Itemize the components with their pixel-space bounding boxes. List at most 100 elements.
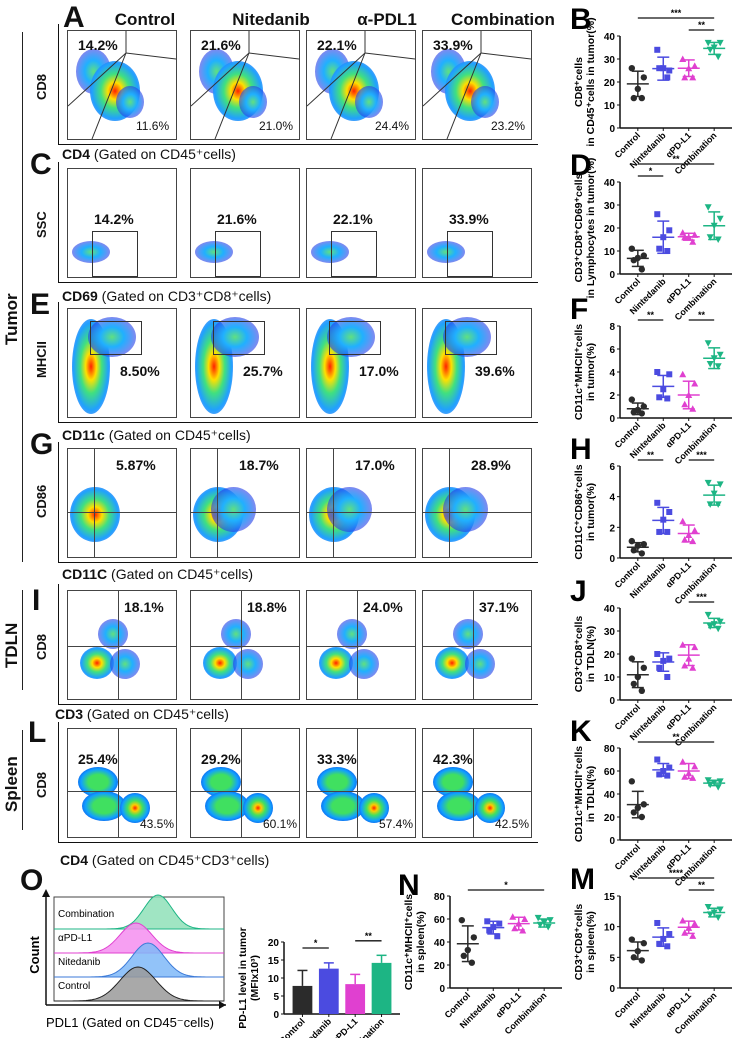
plot-a-3-cd4-cluster xyxy=(471,86,499,118)
plot-l-3-quadrant-h xyxy=(423,791,531,792)
chart-k-ytick-label: 80 xyxy=(604,744,616,755)
point-m-2 xyxy=(689,932,697,939)
point-d-3 xyxy=(716,215,724,223)
plot-e-0-gate xyxy=(90,321,142,355)
chart-j-ylabel: CD3⁺CD8⁺cells xyxy=(573,616,585,693)
chart-d-ylabel: CD3⁺CD8⁺CD69⁺cells xyxy=(573,173,585,282)
point-m-3 xyxy=(704,904,712,911)
tumor-bracket-line xyxy=(22,32,23,562)
point-f-2 xyxy=(681,400,689,408)
chart-k-ytick-label: 40 xyxy=(604,790,616,801)
point-m-2 xyxy=(681,929,689,936)
chart-o-bar-ytick-label: 0 xyxy=(273,1010,279,1021)
column-header-nitedanib: Nitedanib xyxy=(232,10,310,29)
plot-g-0-quadrant-v xyxy=(94,449,95,557)
point-h-2 xyxy=(689,537,697,545)
chart-h-ytick-label: 6 xyxy=(609,462,615,473)
panel-letter-g: G xyxy=(30,428,54,461)
chart-j-ytick-label: 20 xyxy=(604,650,616,661)
chart-n-letter: N xyxy=(398,869,420,902)
point-h-2 xyxy=(681,536,689,543)
point-k-0 xyxy=(628,778,636,785)
plot-i-1-quadrant-v xyxy=(241,591,242,699)
chart-o-bar-ylabel: PD-L1 level in tumor xyxy=(237,927,249,1029)
point-n-2 xyxy=(521,915,529,922)
chart-f-ytick-label: 2 xyxy=(609,391,615,402)
row-title-i-header: CD11C (Gated on CD45⁺cells) xyxy=(62,566,253,583)
tissue-label-tumor: Tumor xyxy=(2,293,21,345)
plot-g-2-cd86-high xyxy=(327,487,372,532)
plot-a-1-cd4-cluster xyxy=(239,86,267,118)
plot-g-3-cd86-high xyxy=(443,487,488,532)
plot-c-1-population xyxy=(195,241,233,263)
plot-l-2: 33.3% 57.4% xyxy=(306,728,416,838)
chart-m-ytick-label: 15 xyxy=(604,892,616,903)
row-title-l: CD3 (Gated on CD45⁺cells) xyxy=(55,706,229,723)
plot-l-1-cd4-cluster xyxy=(243,793,273,823)
plot-g-1-quadrant-h xyxy=(191,512,299,513)
chart-n-ytick-label: 60 xyxy=(434,915,446,926)
row-title-l-gate: (Gated on CD45⁺cells) xyxy=(83,706,229,722)
chart-f-ytick-label: 6 xyxy=(609,345,615,356)
chart-b-ytick-label: 0 xyxy=(609,124,615,135)
point-d-1 xyxy=(656,245,663,252)
panel-letter-i: I xyxy=(32,584,41,617)
chart-b-ytick-label: 40 xyxy=(604,32,616,43)
plot-a-3-upper-pct: 33.9% xyxy=(433,37,473,53)
point-f-3 xyxy=(714,363,722,370)
chart-h-ytick-label: 4 xyxy=(609,493,615,504)
point-j-1 xyxy=(656,664,663,671)
point-k-2 xyxy=(691,762,699,770)
point-j-1 xyxy=(666,655,673,662)
chart-b-ylabel: in CD45⁺cells in tumor(%) xyxy=(585,17,597,146)
point-h-1 xyxy=(656,528,663,535)
plot-l-3-lower-pct: 42.5% xyxy=(495,817,530,831)
plot-a-1-gates xyxy=(191,31,299,139)
point-m-0 xyxy=(640,940,648,947)
plot-l-1-quadrant-h xyxy=(191,791,299,792)
plot-c-1-pct: 21.6% xyxy=(217,211,257,227)
chart-k-ylabel: in TDLN(%) xyxy=(585,766,597,823)
plot-l-1-lower-pct: 60.1% xyxy=(263,817,298,831)
plot-a-1-lower-pct: 21.0% xyxy=(259,119,294,133)
plot-l-2-upper-pct: 33.3% xyxy=(317,751,357,767)
point-d-0 xyxy=(640,252,648,259)
chart-n-ytick-label: 20 xyxy=(434,961,446,972)
plot-e-3: 39.6% xyxy=(422,308,532,418)
panel-letter-l: L xyxy=(28,716,47,749)
row-l-y-axis xyxy=(58,722,59,842)
point-d-3 xyxy=(704,204,712,211)
point-k-0 xyxy=(630,809,638,816)
chart-o-bar-ylabel: (MFIx10³) xyxy=(249,955,261,1001)
sig-label-b-1: ** xyxy=(698,20,706,30)
chart-f-ylabel: CD11c⁺MHCII⁺cells xyxy=(573,324,585,420)
sig-label-d-0: * xyxy=(649,166,653,176)
plot-l-3-quadrant-v xyxy=(473,729,474,837)
row-a-y-axis xyxy=(58,24,59,144)
point-h-2 xyxy=(679,517,687,525)
y-axis-arrow-icon xyxy=(42,889,50,897)
plot-g-2: 17.0% xyxy=(306,448,416,558)
chart-o-bar-ytick-label: 15 xyxy=(268,956,280,967)
chart-n-ylabel: in spleen(%) xyxy=(415,911,427,973)
point-n-0 xyxy=(468,959,476,966)
plot-g-1-cd86-high xyxy=(211,487,256,532)
point-m-3 xyxy=(714,914,722,921)
plot-a-2: 22.1% 24.4% xyxy=(306,30,416,140)
plot-a-0-upper-pct: 14.2% xyxy=(78,37,118,53)
plot-i-2-quadrant-v xyxy=(357,591,358,699)
bar-control xyxy=(292,985,313,1014)
plot-i-1-cd4-cluster xyxy=(233,649,263,679)
chart-o-bar: 0 5 10 15 20 PD-L1 level in tumor (MFIx10³) Con… xyxy=(237,927,400,1038)
plot-c-0-pct: 14.2% xyxy=(94,211,134,227)
point-d-2 xyxy=(689,238,697,245)
plot-i-3-quadrant-v xyxy=(473,591,474,699)
hist-curve-apdl1 xyxy=(54,922,224,954)
point-d-1 xyxy=(654,211,661,218)
plot-a-1-upper-pct: 21.6% xyxy=(201,37,241,53)
tissue-label-tdln: TDLN xyxy=(2,622,21,668)
row-c-x-axis xyxy=(58,282,538,283)
point-n-1 xyxy=(496,920,503,927)
plot-a-2-lower-pct: 24.4% xyxy=(375,119,410,133)
